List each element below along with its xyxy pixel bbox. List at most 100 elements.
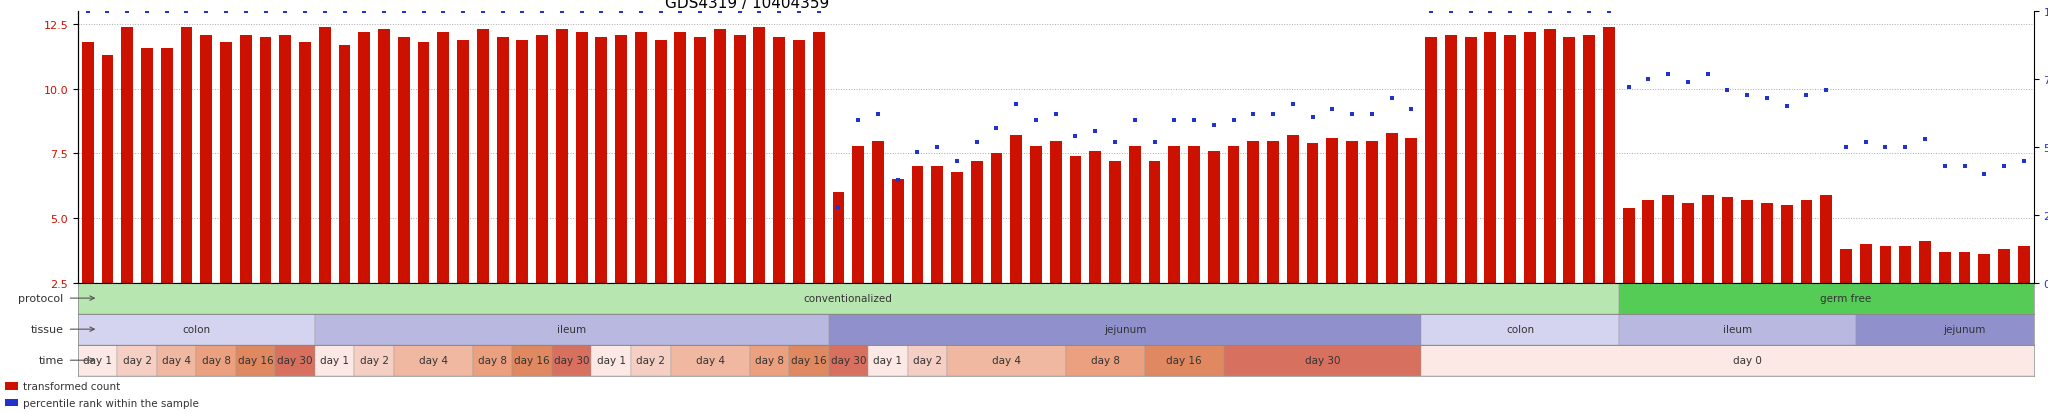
Bar bbox=[793, 41, 805, 283]
Bar bbox=[1622, 208, 1634, 283]
Bar bbox=[1880, 247, 1892, 283]
Point bbox=[328, 9, 360, 16]
Bar bbox=[1366, 141, 1378, 283]
Bar bbox=[1583, 36, 1595, 283]
Bar bbox=[78, 314, 315, 345]
Point bbox=[1790, 93, 1823, 100]
Point bbox=[1989, 163, 2021, 170]
Bar bbox=[907, 345, 946, 376]
Bar bbox=[1268, 141, 1280, 283]
Bar bbox=[991, 154, 1001, 283]
Bar bbox=[715, 31, 725, 283]
Point bbox=[1552, 9, 1585, 16]
Bar bbox=[240, 36, 252, 283]
Text: transformed count: transformed count bbox=[23, 381, 121, 391]
Bar bbox=[4, 399, 18, 406]
Bar bbox=[1800, 200, 1812, 283]
Bar bbox=[694, 38, 707, 283]
Bar bbox=[1839, 249, 1851, 283]
Bar bbox=[473, 345, 512, 376]
Bar bbox=[1464, 38, 1477, 283]
Point bbox=[723, 9, 756, 16]
Point bbox=[1653, 71, 1686, 78]
Text: ileum: ileum bbox=[1722, 324, 1751, 335]
Text: day 8: day 8 bbox=[477, 355, 508, 366]
Bar bbox=[1346, 141, 1358, 283]
Text: day 2: day 2 bbox=[123, 355, 152, 366]
Bar bbox=[1741, 200, 1753, 283]
Point bbox=[1829, 145, 1862, 151]
Point bbox=[1968, 171, 2001, 178]
Point bbox=[1593, 9, 1626, 16]
Point bbox=[1573, 9, 1606, 16]
Point bbox=[1257, 112, 1290, 119]
Bar bbox=[1782, 206, 1792, 283]
Point bbox=[1475, 9, 1507, 16]
Bar bbox=[358, 33, 371, 283]
Text: germ free: germ free bbox=[1821, 293, 1872, 304]
Bar bbox=[750, 345, 788, 376]
Point bbox=[1178, 117, 1210, 124]
Bar bbox=[537, 36, 549, 283]
Text: GDS4319 / 10404359: GDS4319 / 10404359 bbox=[664, 0, 829, 11]
Point bbox=[1671, 79, 1704, 86]
Bar bbox=[1167, 146, 1180, 283]
Text: day 1: day 1 bbox=[319, 355, 348, 366]
Bar bbox=[614, 36, 627, 283]
Bar bbox=[932, 167, 944, 283]
Text: tissue: tissue bbox=[31, 324, 63, 335]
Bar bbox=[260, 38, 272, 283]
Point bbox=[111, 9, 143, 16]
Text: jejunum: jejunum bbox=[1104, 324, 1147, 335]
Point bbox=[369, 9, 401, 16]
Point bbox=[1395, 107, 1427, 113]
Bar bbox=[1145, 345, 1223, 376]
Text: day 16: day 16 bbox=[791, 355, 827, 366]
Text: colon: colon bbox=[182, 324, 211, 335]
Text: day 30: day 30 bbox=[553, 355, 590, 366]
Bar bbox=[754, 28, 766, 283]
Point bbox=[1415, 9, 1448, 16]
Point bbox=[131, 9, 164, 16]
Point bbox=[1948, 163, 1980, 170]
Point bbox=[408, 9, 440, 16]
Point bbox=[1356, 112, 1389, 119]
Text: colon: colon bbox=[1505, 324, 1534, 335]
Point bbox=[565, 9, 598, 16]
Bar bbox=[555, 31, 567, 283]
Point bbox=[881, 177, 913, 183]
Bar bbox=[733, 36, 745, 283]
Point bbox=[1870, 145, 1903, 151]
Point bbox=[1020, 117, 1053, 124]
Bar bbox=[2017, 247, 2030, 283]
Bar bbox=[354, 345, 393, 376]
Text: day 4: day 4 bbox=[991, 355, 1020, 366]
Point bbox=[684, 9, 717, 16]
Bar bbox=[1405, 139, 1417, 283]
Point bbox=[664, 9, 696, 16]
Point bbox=[1888, 145, 1921, 151]
Bar bbox=[1051, 141, 1061, 283]
Bar bbox=[397, 38, 410, 283]
Bar bbox=[1524, 33, 1536, 283]
Bar bbox=[1898, 247, 1911, 283]
Bar bbox=[946, 345, 1065, 376]
Point bbox=[446, 9, 479, 16]
Bar bbox=[121, 28, 133, 283]
Point bbox=[1374, 96, 1407, 102]
Point bbox=[1710, 88, 1743, 94]
Text: day 4: day 4 bbox=[162, 355, 190, 366]
Bar bbox=[813, 33, 825, 283]
Bar bbox=[1149, 162, 1161, 283]
Point bbox=[1534, 9, 1567, 16]
Bar bbox=[299, 43, 311, 283]
Bar bbox=[4, 382, 18, 390]
Text: day 16: day 16 bbox=[238, 355, 274, 366]
Point bbox=[1118, 117, 1151, 124]
Bar bbox=[319, 28, 330, 283]
Point bbox=[842, 117, 874, 124]
Text: day 30: day 30 bbox=[1305, 355, 1339, 366]
Bar bbox=[575, 33, 588, 283]
Text: ileum: ileum bbox=[557, 324, 586, 335]
Point bbox=[1692, 71, 1724, 78]
